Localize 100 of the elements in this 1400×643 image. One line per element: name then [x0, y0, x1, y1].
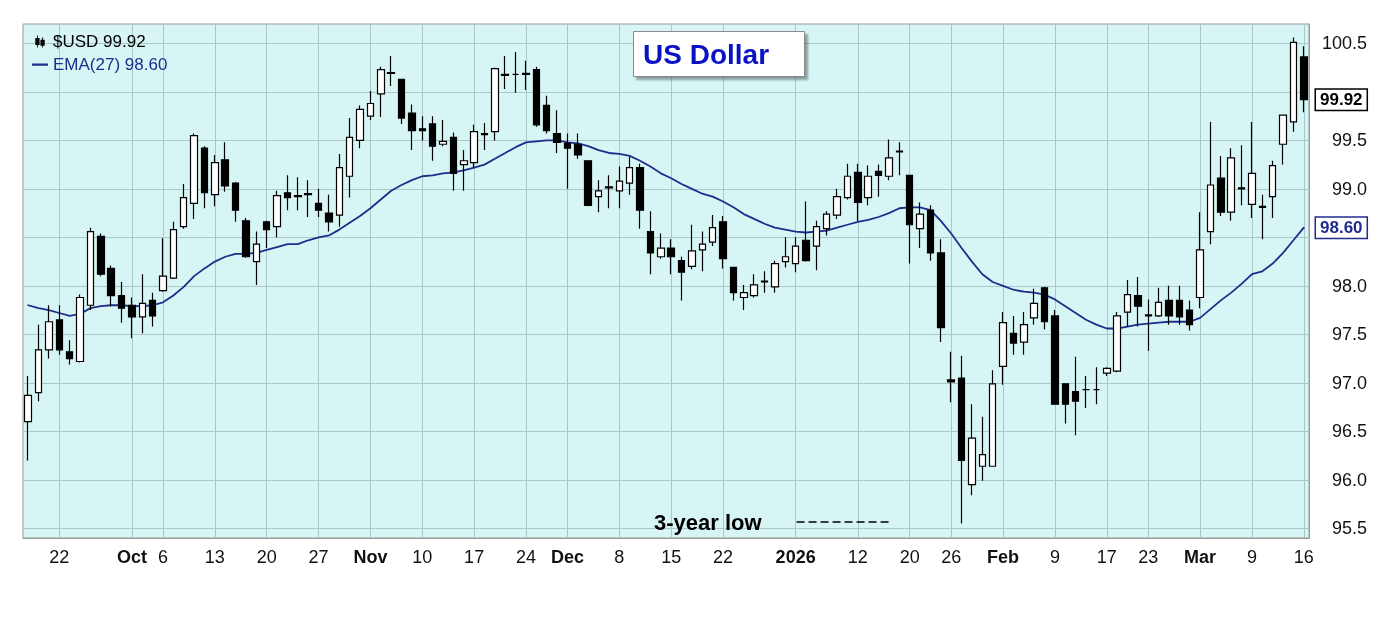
x-tick-label: 24 [515, 547, 537, 567]
candlestick [189, 132, 199, 220]
candlestick [106, 264, 116, 307]
candlestick [283, 174, 292, 211]
candlestick [1092, 366, 1101, 405]
candlestick [1258, 194, 1267, 240]
candlestick [241, 217, 251, 259]
candlestick [55, 304, 64, 356]
x-tick-label: 17 [1096, 547, 1117, 567]
candlestick [594, 179, 603, 213]
candlestick [459, 149, 469, 192]
candlestick [1050, 309, 1060, 405]
candlestick [1268, 160, 1277, 219]
candlestick [781, 236, 790, 269]
candlestick [231, 181, 240, 223]
candlestick [96, 232, 106, 277]
candlestick [511, 51, 520, 94]
x-tick-label: 9 [1049, 547, 1060, 567]
candlestick [698, 230, 707, 272]
candlestick [480, 122, 489, 151]
candlestick [946, 351, 956, 403]
candlestick [1081, 375, 1091, 409]
candlestick [957, 355, 966, 525]
candlestick [469, 124, 479, 169]
candlestick [1278, 114, 1288, 166]
candlestick [822, 210, 831, 237]
candlestick [314, 188, 323, 218]
line-series [27, 139, 1305, 330]
x-tick-label: 27 [308, 547, 329, 567]
candlestick [521, 60, 531, 91]
candlestick [604, 174, 614, 209]
candlestick [573, 132, 583, 160]
candlestick [1195, 211, 1205, 309]
candlestick [438, 119, 448, 147]
candlestick [801, 200, 811, 263]
candlestick [500, 55, 510, 90]
candlestick [293, 176, 303, 211]
x-tick-label: 2026 [775, 547, 816, 567]
x-tick-label: 17 [464, 547, 485, 567]
candlestick [884, 138, 894, 181]
candlestick [1299, 45, 1309, 113]
candlestick [428, 115, 437, 162]
candlestick [646, 210, 655, 275]
candlestick [1133, 276, 1143, 328]
candlestick [998, 311, 1008, 386]
candlestick [832, 188, 842, 220]
candlestick [1185, 299, 1194, 332]
candlestick [407, 103, 417, 151]
candlestick [1071, 356, 1080, 436]
candlestick [1123, 279, 1132, 328]
candlestick [1226, 147, 1236, 222]
candlestick [272, 190, 282, 238]
candlestick [1289, 36, 1298, 133]
candlestick [915, 201, 925, 249]
candlestick [1029, 288, 1039, 326]
candlestick [615, 165, 624, 209]
candlestick [1102, 366, 1112, 377]
candlestick [936, 238, 946, 343]
x-tick-label: 6 [158, 547, 169, 567]
candlestick [853, 163, 863, 222]
candlestick [542, 95, 551, 135]
legend-label: EMA(27) 98.60 [53, 55, 168, 74]
x-tick-label: Feb [987, 547, 1020, 567]
y-tick-label: 98.0 [1331, 275, 1367, 296]
y-tick-label: 100.5 [1321, 33, 1367, 54]
candlestick [252, 230, 261, 286]
candlestick [34, 324, 43, 402]
candlestick [303, 179, 313, 218]
x-tick-label: Mar [1184, 547, 1217, 567]
candlestick [86, 227, 95, 311]
candlestick [812, 220, 821, 271]
x-tick-label: 15 [661, 547, 682, 567]
candlestick [397, 78, 406, 125]
candlestick [335, 153, 344, 228]
candlestick [532, 66, 541, 128]
candlestick [978, 416, 987, 482]
x-tick-label: 20 [256, 547, 277, 567]
x-tick-label: 8 [614, 547, 625, 567]
candlestick [1144, 298, 1153, 352]
candlestick [158, 237, 168, 293]
candlestick [563, 132, 572, 190]
candlestick [874, 164, 883, 198]
candlestick [376, 66, 386, 118]
candlestick [490, 67, 500, 141]
x-tick-label: 22 [49, 547, 70, 567]
candlestick [1019, 311, 1029, 356]
candlestick [65, 339, 74, 365]
x-tick-label: 20 [899, 547, 920, 567]
candlestick [138, 273, 147, 334]
text: 99.92 [1320, 90, 1363, 110]
candlestick [635, 163, 645, 230]
candlestick [687, 224, 697, 270]
candlestick [127, 296, 137, 339]
candlestick [967, 403, 977, 496]
candlestick [666, 238, 676, 275]
candlestick [345, 117, 354, 199]
x-tick-label: Dec [550, 547, 584, 567]
candlestick [863, 164, 873, 206]
x-tick-label: 9 [1246, 547, 1257, 567]
candlestick [583, 160, 593, 207]
